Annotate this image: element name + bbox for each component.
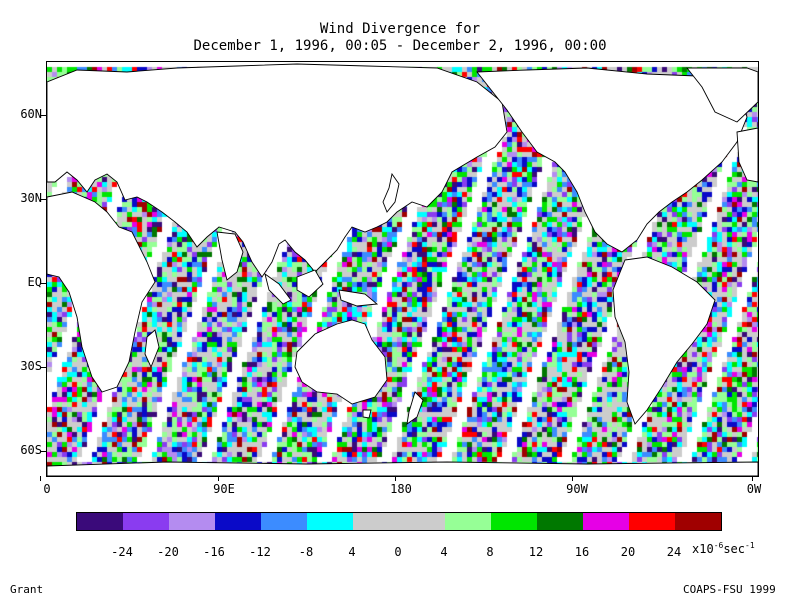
axis-tick (40, 199, 46, 200)
units-suffix-exponent: -1 (745, 541, 755, 550)
colorbar-label: -20 (157, 545, 179, 559)
colorbar-swatch (77, 513, 123, 530)
borneo (296, 269, 324, 298)
lon-label-0: 0 (43, 482, 51, 496)
colorbar-swatch (123, 513, 169, 530)
colorbar-swatch (537, 513, 583, 530)
lat-label-60s: 60S (20, 443, 42, 457)
lon-label-90w: 90W (566, 482, 588, 496)
axis-tick (572, 476, 573, 481)
colorbar-swatch (491, 513, 537, 530)
lon-label-0w: 0W (746, 482, 762, 496)
madagascar (144, 329, 160, 369)
colorbar-swatch (353, 513, 399, 530)
south-america (612, 256, 716, 425)
credit-author: Grant (10, 583, 44, 596)
india (216, 231, 244, 281)
colorbar-swatch (215, 513, 261, 530)
lon-label-90e: 90E (213, 482, 235, 496)
colorbar-label: -24 (111, 545, 133, 559)
africa-landmass (47, 191, 156, 393)
lat-label-30s: 30S (20, 359, 42, 373)
axis-tick (40, 476, 41, 481)
colorbar-swatch (399, 513, 445, 530)
greenland (686, 67, 758, 123)
axis-tick (752, 476, 753, 481)
divergence-map (46, 61, 759, 477)
lat-label-30n: 30N (20, 191, 42, 205)
axis-tick (395, 476, 396, 481)
colorbar (76, 512, 722, 531)
colorbar-units: x10-6sec-1 (692, 541, 755, 556)
lat-label-eq: EQ (27, 275, 42, 289)
units-suffix: sec (723, 542, 746, 556)
colorbar-label: 20 (620, 545, 636, 559)
eurasia-landmass (47, 63, 508, 278)
australia (294, 319, 388, 405)
europe-west-edge (736, 127, 758, 183)
new-guinea (338, 289, 379, 307)
antarctica (47, 461, 758, 476)
colorbar-label: -12 (249, 545, 271, 559)
axis-tick (40, 283, 46, 284)
colorbar-label: 8 (486, 545, 494, 559)
axis-tick (40, 451, 46, 452)
colorbar-swatch (583, 513, 629, 530)
map-title-line1: Wind Divergence for (319, 21, 481, 37)
lon-label-180: 180 (390, 482, 412, 496)
colorbar-label: -16 (203, 545, 225, 559)
units-prefix: x10 (692, 542, 714, 556)
lat-label-60n: 60N (20, 107, 42, 121)
japan (382, 172, 400, 213)
sumatra (264, 272, 292, 305)
colorbar-label: 12 (528, 545, 544, 559)
axis-tick (218, 476, 219, 481)
colorbar-label: 4 (348, 545, 356, 559)
axis-tick (40, 115, 46, 116)
colorbar-label: -8 (298, 545, 314, 559)
units-exponent: -6 (713, 541, 724, 550)
colorbar-swatch (629, 513, 675, 530)
colorbar-label: 0 (394, 545, 402, 559)
map-title-line2: December 1, 1996, 00:05 - December 2, 19… (193, 38, 607, 54)
tasmania (362, 409, 372, 419)
colorbar-swatch (445, 513, 491, 530)
credit-organization: COAPS-FSU 1999 (683, 583, 776, 596)
colorbar-swatch (261, 513, 307, 530)
colorbar-swatch (169, 513, 215, 530)
new-zealand (406, 391, 424, 425)
colorbar-label: 24 (666, 545, 682, 559)
colorbar-swatch (675, 513, 721, 530)
continents (47, 63, 758, 476)
colorbar-label: 16 (574, 545, 590, 559)
axis-tick (40, 367, 46, 368)
colorbar-label: 4 (440, 545, 448, 559)
colorbar-swatch (307, 513, 353, 530)
